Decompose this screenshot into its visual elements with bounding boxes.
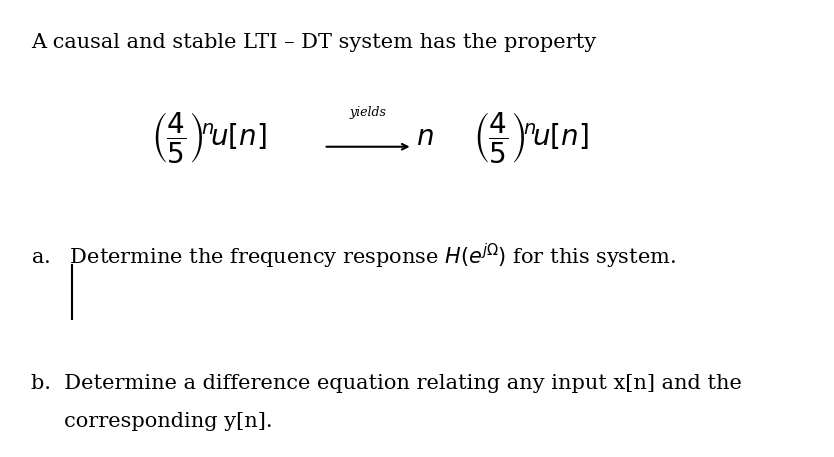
Text: $n$: $n$ xyxy=(416,124,434,151)
Text: A causal and stable LTI – DT system has the property: A causal and stable LTI – DT system has … xyxy=(31,33,596,52)
Text: $\left(\dfrac{4}{5}\right)^{\!n}\!u[n]$: $\left(\dfrac{4}{5}\right)^{\!n}\!u[n]$ xyxy=(151,110,267,165)
Text: yields: yields xyxy=(349,106,386,119)
Text: corresponding y[n].: corresponding y[n]. xyxy=(31,413,273,431)
Text: b.  Determine a difference equation relating any input x[n] and the: b. Determine a difference equation relat… xyxy=(31,374,742,393)
Text: $\left(\dfrac{4}{5}\right)^{\!n}\!u[n]$: $\left(\dfrac{4}{5}\right)^{\!n}\!u[n]$ xyxy=(473,110,589,165)
Text: a.   Determine the frequency response $H(e^{j\Omega})$ for this system.: a. Determine the frequency response $H(e… xyxy=(31,242,676,271)
